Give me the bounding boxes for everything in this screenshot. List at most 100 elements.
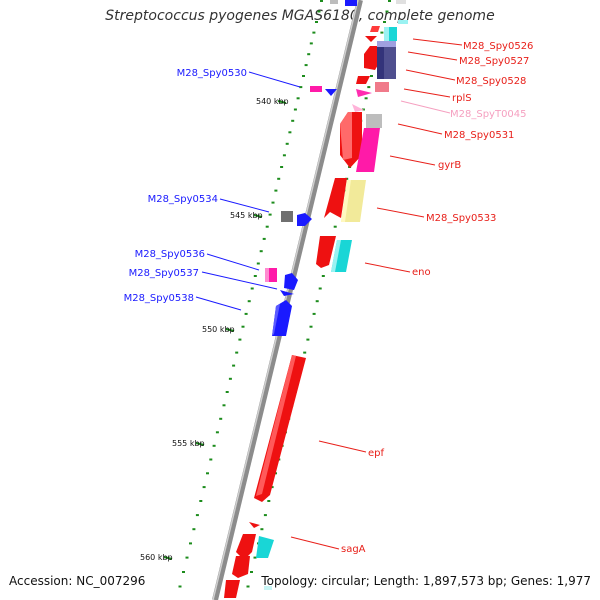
tick-mark — [274, 189, 278, 192]
label-gyrB[interactable]: gyrB — [438, 160, 461, 171]
label-M28_Spy0536[interactable]: M28_Spy0536 — [135, 249, 205, 260]
label-M28_Spy0533[interactable]: M28_Spy0533 — [426, 213, 496, 224]
tick-mark — [265, 225, 269, 228]
genome-backbone-highlight — [212, 0, 359, 600]
gene-sagA[interactable] — [224, 522, 274, 598]
gene-M28_Spy0528[interactable] — [356, 76, 389, 92]
tick-mark — [306, 338, 310, 341]
label-line-M28_Spy0527 — [407, 51, 458, 61]
tick-mark — [302, 75, 305, 77]
tick-mark — [288, 131, 292, 134]
tick-mark — [185, 556, 189, 559]
tick-mark — [312, 31, 316, 34]
label-epf[interactable]: epf — [368, 448, 385, 459]
tick-mark — [318, 287, 322, 290]
tick-mark — [307, 53, 311, 56]
genome-backbone — [212, 0, 363, 600]
label-line-M28_Spy0533 — [376, 207, 425, 218]
label-line-M28_Spy0528 — [405, 69, 456, 81]
gene-M28_Spy0531[interactable] — [340, 112, 382, 172]
label-line-M28_Spy0537 — [201, 271, 278, 290]
gene-top-blue[interactable] — [330, 0, 357, 6]
gene-eno[interactable] — [316, 236, 352, 272]
tick-mark — [253, 556, 257, 559]
tick-mark — [312, 312, 316, 315]
gene-epf[interactable] — [254, 355, 306, 502]
tick-mark — [361, 108, 365, 111]
label-line-M28_Spy0536 — [206, 253, 260, 271]
tick-mark — [299, 86, 303, 89]
tick-mark — [321, 275, 325, 277]
major-tick — [225, 328, 235, 332]
tick-mark — [247, 300, 251, 303]
gene-M28_Spy0538[interactable] — [272, 300, 292, 336]
tick-mark — [280, 166, 284, 168]
kbp-label-560: 560 kbp — [140, 553, 173, 562]
major-tick — [163, 556, 173, 560]
major-tick — [253, 214, 263, 218]
label-M28_Spy0531[interactable]: M28_Spy0531 — [444, 130, 514, 141]
topology-text: Topology: circular; Length: 1,897,573 bp… — [261, 574, 591, 588]
label-M28_Spy0537[interactable]: M28_Spy0537 — [129, 268, 199, 279]
label-M28_SpyT0045[interactable]: M28_SpyT0045 — [450, 109, 527, 120]
tick-mark — [304, 64, 308, 67]
tick-mark — [267, 500, 271, 502]
tick-mark — [219, 417, 223, 420]
label-line-M28_Spy0526 — [412, 38, 463, 46]
label-line-epf — [318, 440, 367, 453]
label-M28_Spy0530[interactable]: M28_Spy0530 — [177, 68, 247, 79]
tick-mark — [291, 119, 295, 122]
tick-mark — [199, 500, 203, 502]
label-M28_Spy0527[interactable]: M28_Spy0527 — [459, 56, 529, 67]
tick-mark — [333, 225, 337, 228]
tick-mark — [317, 10, 321, 13]
major-tick — [195, 442, 205, 446]
label-eno[interactable]: eno — [412, 267, 431, 278]
tick-mark — [182, 571, 185, 573]
label-M28_Spy0528[interactable]: M28_Spy0528 — [456, 76, 526, 87]
tick-mark — [282, 154, 286, 157]
gene-M28_Spy0533[interactable] — [324, 178, 366, 222]
tick-mark — [232, 364, 236, 367]
gene-rplS[interactable] — [356, 89, 372, 97]
tick-mark — [192, 528, 196, 531]
labels-layer: M28_Spy0526 M28_Spy0527 M28_Spy0528 rplS… — [124, 41, 534, 562]
label-line-M28_Spy0534 — [219, 198, 270, 213]
tick-mark — [228, 377, 232, 380]
gene-M28_Spy0527[interactable] — [364, 41, 396, 79]
tick-mark — [262, 237, 266, 240]
gene-top-blue-right[interactable] — [396, 0, 408, 24]
kbp-label-550: 550 kbp — [202, 325, 235, 334]
tick-mark — [309, 325, 313, 328]
gene-M28_Spy0536[interactable] — [265, 268, 277, 282]
label-line-M28_Spy0531 — [397, 123, 443, 135]
tick-mark — [309, 42, 313, 45]
gene-layer — [224, 0, 408, 598]
gene-M28_SpyT0045[interactable] — [352, 104, 364, 112]
tick-mark — [383, 21, 386, 23]
tick-mark — [380, 31, 384, 34]
tick-mark — [222, 404, 226, 407]
tick-mark — [253, 275, 257, 277]
gene-M28_Spy0530[interactable] — [310, 86, 337, 96]
tick-mark — [259, 250, 263, 253]
tick-mark — [367, 86, 371, 89]
label-sagA[interactable]: sagA — [341, 544, 366, 555]
gene-M28_Spy0534[interactable] — [281, 211, 312, 226]
tick-mark — [212, 444, 216, 447]
tick-mark — [206, 472, 209, 475]
tick-mark — [270, 486, 274, 489]
label-rplS[interactable]: rplS — [452, 93, 472, 104]
gene-M28_Spy0526[interactable] — [365, 26, 397, 42]
label-line-M28_Spy0538 — [195, 296, 242, 311]
label-M28_Spy0526[interactable]: M28_Spy0526 — [463, 41, 533, 52]
tick-mark — [285, 142, 289, 145]
label-line-M28_SpyT0045 — [400, 100, 451, 114]
tick-mark — [315, 21, 318, 23]
tick-mark — [250, 571, 253, 573]
tick-mark — [256, 262, 260, 265]
label-M28_Spy0534[interactable]: M28_Spy0534 — [148, 194, 218, 205]
label-M28_Spy0538[interactable]: M28_Spy0538 — [124, 293, 194, 304]
gene-M28_Spy0537[interactable] — [280, 273, 298, 296]
